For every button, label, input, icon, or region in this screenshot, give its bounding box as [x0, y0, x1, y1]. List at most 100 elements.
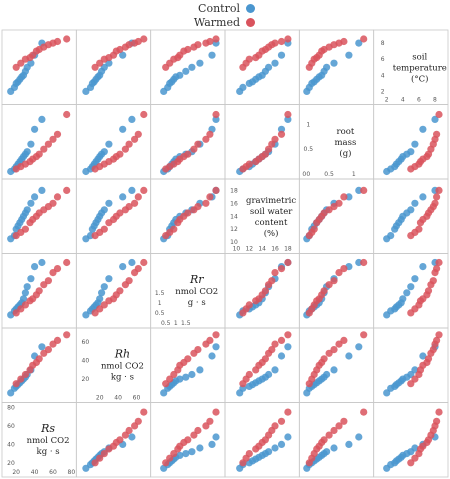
- point-warmed-2-0-9: [49, 199, 57, 207]
- point-control-0-0-9: [27, 59, 35, 67]
- point-control-3-5-8: [407, 283, 415, 291]
- point-warmed-4-2-6: [184, 355, 192, 363]
- point-control-0-2-6: [176, 71, 184, 79]
- point-warmed-3-0-8: [44, 277, 53, 285]
- point-control-4-2-9: [196, 366, 204, 374]
- point-warmed-3-5-10: [433, 265, 441, 273]
- point-warmed-2-2-8: [194, 203, 202, 211]
- point-warmed-3-0-6: [35, 287, 43, 295]
- point-warmed-4-3-8: [268, 346, 276, 354]
- point-control-4-4-8: [323, 370, 331, 379]
- point-control-0-2-7: [182, 67, 190, 75]
- tick-label-Rs-1: 40: [7, 441, 15, 448]
- legend-marker-warmed: [246, 17, 255, 27]
- point-warmed-1-1-9: [131, 135, 139, 143]
- point-control-2-5-9: [411, 199, 419, 207]
- point-warmed-3-5-8: [429, 277, 437, 285]
- point-warmed-1-2-7: [190, 145, 198, 153]
- point-warmed-2-1-2: [100, 225, 108, 233]
- tick-label-bottom-temp-2: 6: [417, 97, 421, 104]
- point-warmed-3-1-10: [134, 265, 142, 273]
- point-warmed-3-0-11: [63, 258, 71, 267]
- point-warmed-3-4-8: [330, 277, 338, 285]
- point-control-2-0-10: [30, 193, 39, 201]
- point-warmed-4-3-9: [271, 340, 279, 348]
- tick-label-bottom-Rs-3: 80: [68, 469, 76, 476]
- point-control-4-3-11: [284, 343, 292, 351]
- diagonal-label-root-1: mass: [334, 138, 356, 148]
- point-warmed-4-0-6: [35, 355, 43, 363]
- tick-label-temp-2: 6: [381, 56, 385, 63]
- tick-label-swc-0: 10: [230, 239, 238, 246]
- point-warmed-4-0-1: [17, 375, 25, 383]
- point-control-4-2-11: [212, 343, 220, 351]
- point-control-5-2-6: [176, 451, 184, 459]
- point-control-0-4-8: [323, 63, 331, 71]
- point-control-4-4-10: [345, 352, 353, 360]
- point-control-5-4-11: [355, 433, 363, 441]
- point-warmed-4-4-6: [320, 355, 328, 363]
- point-warmed-5-4-10: [340, 417, 348, 425]
- point-control-1-0-9: [27, 140, 35, 148]
- point-control-5-2-11: [212, 433, 220, 441]
- tick-label-Rs-0: 20: [7, 460, 15, 467]
- point-warmed-1-1-10: [134, 130, 142, 138]
- point-warmed-2-5-10: [433, 193, 441, 201]
- point-control-2-1-8: [100, 206, 108, 214]
- tick-label-bottom-Rh-0: 20: [96, 395, 104, 402]
- point-control-2-5-8: [407, 206, 415, 214]
- point-warmed-2-4-11: [360, 186, 368, 194]
- point-warmed-4-0-8: [44, 346, 53, 354]
- point-control-4-2-6: [176, 375, 184, 383]
- point-control-3-0-8: [23, 283, 31, 291]
- point-warmed-3-1-6: [116, 287, 124, 295]
- point-control-4-3-9: [271, 366, 279, 374]
- point-warmed-1-2-10: [206, 130, 214, 138]
- tick-label-bottom-swc-0: 10: [233, 246, 241, 253]
- point-warmed-1-3-10: [277, 130, 286, 138]
- point-warmed-5-5-0: [407, 459, 415, 467]
- point-control-1-5-8: [407, 148, 415, 156]
- point-control-2-1-11: [128, 186, 136, 194]
- tick-label-temp-3: 8: [381, 40, 385, 47]
- point-warmed-5-3-9: [271, 422, 279, 430]
- point-warmed-0-1-10: [134, 37, 142, 46]
- point-warmed-5-2-10: [206, 417, 214, 425]
- diagonal-label-swc-0: gravimetric: [246, 196, 296, 206]
- point-control-5-4-8: [323, 448, 331, 456]
- point-warmed-5-3-11: [284, 408, 292, 416]
- point-control-2-1-10: [119, 193, 127, 201]
- point-warmed-4-5-10: [433, 336, 441, 344]
- point-warmed-2-2-2: [170, 225, 178, 233]
- tick-label-swc-4: 18: [230, 187, 238, 194]
- point-warmed-0-3-2: [245, 55, 253, 63]
- point-control-5-1-11: [128, 433, 136, 441]
- point-warmed-5-1-8: [125, 426, 133, 435]
- point-control-3-0-10: [30, 263, 39, 271]
- tick-label-Rh-2: 60: [82, 339, 90, 346]
- tick-label-Rs-3: 80: [7, 405, 15, 412]
- diagonal-label-root-0: root: [337, 127, 355, 137]
- diagonal-label-temp-2: (°C): [411, 73, 428, 84]
- point-control-4-4-9: [330, 366, 338, 374]
- point-warmed-0-1-6: [116, 45, 124, 54]
- panel-frame-5-5: [373, 402, 449, 478]
- point-warmed-2-0-2: [21, 225, 29, 233]
- point-warmed-1-0-11: [63, 110, 71, 119]
- tick-label-bottom-root-2: 1: [352, 171, 356, 178]
- point-control-5-3-10: [277, 440, 286, 448]
- point-warmed-0-3-10: [277, 37, 286, 46]
- point-warmed-3-4-9: [335, 269, 343, 277]
- tick-label-root-2: 1: [306, 121, 310, 128]
- point-warmed-3-1-11: [140, 258, 148, 267]
- diagonal-label-temp-1: temperature: [393, 63, 447, 73]
- point-warmed-2-1-9: [131, 199, 139, 207]
- point-control-1-1-8: [100, 148, 108, 156]
- point-control-0-3-8: [265, 63, 273, 71]
- point-warmed-1-3-11: [284, 110, 292, 119]
- point-warmed-5-1-1: [96, 454, 104, 462]
- point-warmed-4-4-11: [360, 331, 368, 339]
- point-warmed-4-3-10: [277, 336, 286, 344]
- point-control-5-2-9: [196, 444, 204, 452]
- point-warmed-2-5-2: [415, 225, 423, 233]
